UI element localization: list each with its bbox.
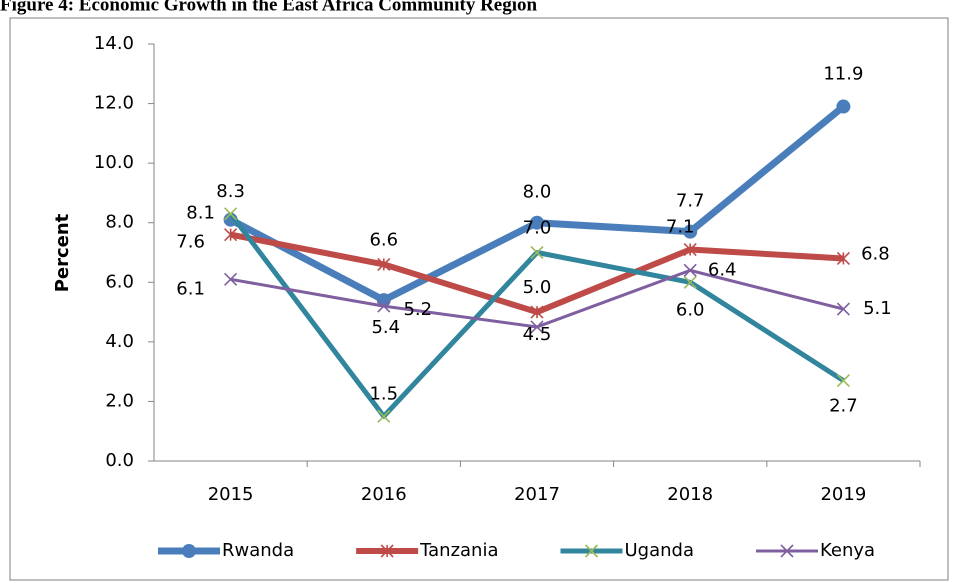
marker	[683, 263, 697, 277]
marker	[530, 320, 544, 334]
legend-label: Kenya	[820, 540, 875, 561]
marker	[683, 275, 697, 289]
marker	[836, 99, 851, 114]
marker	[377, 299, 391, 313]
marker	[377, 409, 391, 423]
x-tick-label: 2019	[820, 484, 866, 505]
data-label: 5.4	[371, 317, 400, 338]
data-label: 8.0	[523, 182, 552, 203]
marker	[683, 224, 698, 239]
marker	[380, 544, 394, 558]
y-tick-label: 8.0	[105, 212, 134, 233]
x-tick-label: 2017	[514, 484, 560, 505]
marker	[224, 272, 238, 286]
x-tick-label: 2016	[361, 484, 407, 505]
y-tick-label: 12.0	[94, 93, 134, 114]
marker	[836, 302, 850, 316]
data-label: 6.8	[861, 243, 890, 264]
y-tick-label: 2.0	[105, 390, 134, 411]
chart-title: Figure 4: Economic Growth in the East Af…	[0, 0, 538, 15]
marker	[530, 215, 544, 230]
marker	[836, 251, 850, 266]
legend-label: Rwanda	[222, 540, 294, 561]
data-label: 2.7	[829, 396, 858, 417]
y-axis-title: Percent	[52, 213, 73, 292]
data-label: 7.7	[676, 191, 705, 212]
data-label: 7.1	[666, 217, 695, 238]
data-label: 6.1	[176, 278, 205, 299]
chart-frame	[9, 17, 949, 581]
y-tick-label: 6.0	[105, 271, 134, 292]
legend-label: Tanzania	[419, 540, 498, 561]
marker	[530, 245, 544, 260]
marker	[683, 242, 697, 257]
marker	[836, 374, 850, 388]
data-label: 8.1	[186, 203, 215, 224]
data-label: 6.6	[369, 229, 398, 250]
data-label: 5.1	[863, 298, 892, 319]
data-label: 6.0	[676, 299, 705, 320]
marker	[224, 207, 238, 221]
marker	[530, 305, 544, 319]
y-tick-label: 14.0	[94, 33, 134, 54]
data-label: 7.6	[176, 232, 205, 253]
data-label: 7.0	[523, 218, 552, 239]
data-label: 4.5	[523, 324, 552, 345]
marker	[780, 544, 794, 558]
marker	[584, 544, 599, 558]
data-label: 8.3	[216, 181, 245, 202]
data-label: 5.2	[403, 299, 432, 320]
data-label: 11.9	[823, 64, 863, 85]
x-tick-label: 2018	[667, 484, 713, 505]
marker	[224, 228, 238, 242]
data-label: 1.5	[369, 383, 398, 404]
x-tick-label: 2015	[208, 484, 254, 505]
legend-label: Uganda	[625, 540, 695, 561]
y-tick-label: 0.0	[105, 450, 134, 471]
y-tick-label: 4.0	[105, 331, 134, 352]
marker	[182, 544, 196, 558]
y-tick-label: 10.0	[94, 152, 134, 173]
data-label: 6.4	[708, 259, 737, 280]
marker	[377, 257, 391, 271]
data-label: 5.0	[523, 277, 552, 298]
